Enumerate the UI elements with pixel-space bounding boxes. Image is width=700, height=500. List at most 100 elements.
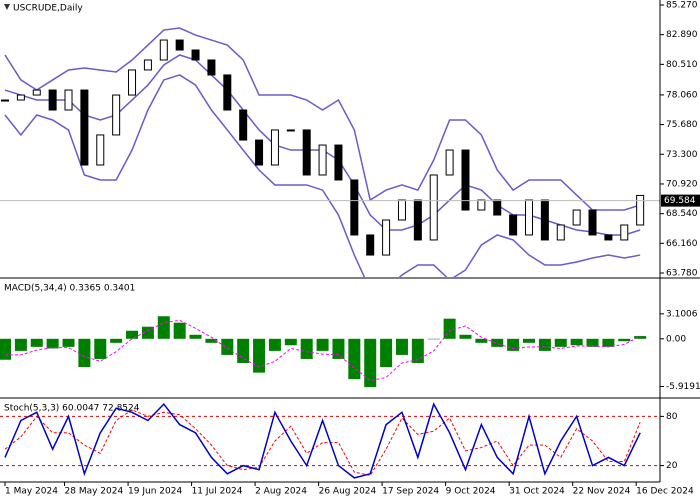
macd-bar <box>586 338 599 347</box>
candle <box>445 149 454 176</box>
y-tick-label: 68.540 <box>666 209 698 219</box>
candle <box>620 224 629 241</box>
candle <box>48 89 57 111</box>
x-tick-label: 26 Aug 2024 <box>319 487 377 497</box>
stoch-k <box>4 402 641 479</box>
x-tick-label: 22 Nov 2024 <box>573 487 631 497</box>
macd-bar <box>157 316 170 339</box>
bollinger-upper <box>4 27 641 211</box>
last-price-label: 69.584 <box>664 196 696 206</box>
candle <box>112 94 121 136</box>
price-panel <box>0 27 660 277</box>
macd-bar <box>316 338 329 351</box>
candle <box>572 209 581 226</box>
x-tick-label: 31 Oct 2024 <box>509 487 565 497</box>
stoch-panel <box>0 402 660 479</box>
macd-bar <box>634 336 647 339</box>
x-tick-label: 19 Jun 2024 <box>128 487 182 497</box>
candle <box>143 59 152 71</box>
y-tick-label: 85.270 <box>666 0 698 10</box>
candle <box>318 144 327 176</box>
candle <box>540 199 549 241</box>
candle <box>16 94 25 101</box>
macd-signal <box>5 319 641 382</box>
macd-bar <box>491 338 504 347</box>
candle <box>493 199 502 216</box>
x-tick-label: 28 May 2024 <box>65 487 124 497</box>
macd-bar <box>221 338 234 355</box>
macd-bar <box>395 338 408 355</box>
y-tick-label: -5.9191 <box>666 382 700 392</box>
macd-bar <box>570 338 583 346</box>
last-price-box <box>661 194 700 207</box>
candle <box>509 214 518 236</box>
macd-bar <box>253 338 266 373</box>
candle <box>64 89 73 111</box>
candle <box>255 139 264 166</box>
candle <box>382 219 391 256</box>
y-tick-label: 80.510 <box>666 60 698 70</box>
macd-bar <box>237 338 250 363</box>
candle <box>302 129 311 176</box>
candle <box>207 59 216 76</box>
candle <box>159 39 168 61</box>
macd-bar <box>554 338 567 347</box>
y-tick-label: 75.680 <box>666 120 698 130</box>
macd-bar <box>268 338 281 351</box>
candle <box>413 199 422 241</box>
macd-bar <box>459 334 472 339</box>
y-tick-label: 0.00 <box>666 334 686 344</box>
y-tick-label: 63.780 <box>666 269 698 279</box>
macd-bar <box>205 338 218 343</box>
symbol-icon <box>4 4 10 10</box>
macd-bar <box>126 330 139 339</box>
macd-bar <box>110 338 123 343</box>
x-tick-label: 1 May 2024 <box>5 487 58 497</box>
macd-bar <box>332 338 345 359</box>
macd-bar <box>46 338 59 349</box>
macd-bar <box>78 338 91 367</box>
candle <box>334 144 343 181</box>
macd-bar <box>507 338 520 351</box>
candle <box>80 89 89 166</box>
macd-bar <box>364 338 377 388</box>
macd-title: MACD(5,34,4) 0.3365 0.3401 <box>4 284 135 294</box>
macd-bar <box>94 338 107 359</box>
candle <box>588 209 597 236</box>
y-tick-label: 3.1006 <box>666 309 698 319</box>
x-tick-label: 2 Aug 2024 <box>255 487 307 497</box>
candle <box>461 149 470 211</box>
macd-bar <box>443 318 456 339</box>
macd-bar <box>523 338 535 343</box>
stoch-title: Stoch(5,3,3) 60.0047 72.8524 <box>4 404 140 414</box>
x-tick-label: 17 Sep 2024 <box>382 487 439 497</box>
candle <box>191 49 200 61</box>
candle <box>397 199 406 221</box>
candle <box>477 199 486 211</box>
candle <box>32 89 41 96</box>
macd-bar <box>0 338 11 360</box>
y-tick-label: 73.300 <box>666 150 698 160</box>
macd-bar <box>284 338 297 346</box>
y-tick-label: 82.890 <box>666 30 698 40</box>
chart-title: USCRUDE,Daily <box>13 4 83 14</box>
candle <box>286 129 295 132</box>
y-tick-label: 66.160 <box>666 239 698 249</box>
candle <box>636 194 645 226</box>
candle <box>96 134 105 166</box>
y-tick-label: 20 <box>666 461 678 471</box>
macd-panel <box>0 316 647 388</box>
x-tick-label: 16 Dec 2024 <box>636 487 694 497</box>
candle <box>239 109 248 141</box>
candle <box>175 39 184 51</box>
candle <box>366 234 375 256</box>
y-tick-label: 78.060 <box>666 90 698 100</box>
candle <box>1 99 9 102</box>
candle <box>350 179 359 236</box>
macd-bar <box>475 338 488 343</box>
macd-bar <box>618 338 631 342</box>
y-tick-label: 70.920 <box>666 179 698 189</box>
x-tick-label: 11 Jul 2024 <box>192 487 243 497</box>
candle <box>556 224 565 241</box>
